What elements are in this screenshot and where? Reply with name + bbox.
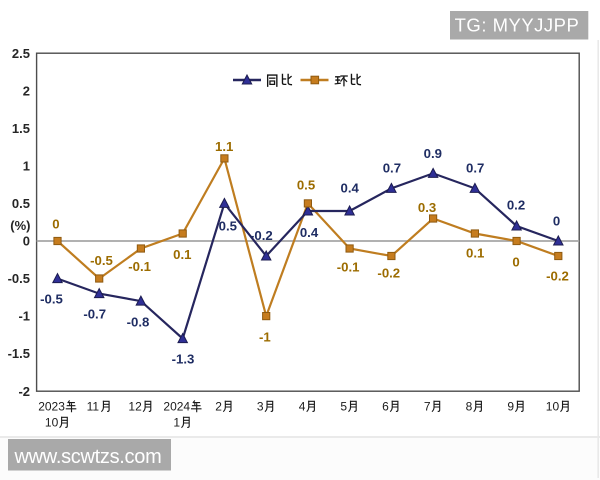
- svg-text:-0.2: -0.2: [250, 228, 273, 243]
- svg-text:3: 3: [257, 400, 264, 414]
- svg-text:1: 1: [23, 159, 30, 174]
- svg-text:10: 10: [45, 416, 59, 430]
- svg-text:5: 5: [340, 400, 347, 414]
- svg-text:-0.1: -0.1: [337, 260, 360, 275]
- svg-text:2024: 2024: [163, 400, 190, 414]
- svg-text:-0.5: -0.5: [40, 292, 63, 307]
- svg-text:-0.2: -0.2: [546, 269, 569, 284]
- svg-text:0.7: 0.7: [466, 161, 484, 176]
- svg-text:0.4: 0.4: [300, 225, 319, 240]
- svg-text:9: 9: [507, 400, 514, 414]
- svg-text:1.5: 1.5: [12, 121, 30, 136]
- svg-text:7: 7: [424, 400, 431, 414]
- svg-text:0.5: 0.5: [297, 177, 315, 192]
- svg-text:8: 8: [466, 400, 473, 414]
- svg-text:-1.3: -1.3: [172, 352, 195, 367]
- svg-text:11: 11: [87, 400, 100, 414]
- svg-text:-0.8: -0.8: [127, 315, 150, 330]
- svg-text:2: 2: [23, 83, 30, 98]
- svg-text:-0.7: -0.7: [83, 307, 106, 322]
- svg-text:-1: -1: [259, 330, 271, 345]
- svg-text:10: 10: [546, 400, 560, 414]
- svg-text:-1.5: -1.5: [8, 346, 30, 361]
- svg-text:0: 0: [553, 214, 560, 229]
- svg-text:1: 1: [173, 416, 180, 430]
- svg-text:0.5: 0.5: [12, 196, 30, 211]
- svg-text:0.3: 0.3: [418, 200, 436, 215]
- svg-text:www.scwtzs.com: www.scwtzs.com: [14, 446, 162, 468]
- svg-text:4: 4: [299, 400, 306, 414]
- svg-text:-0.2: -0.2: [377, 266, 400, 281]
- svg-text:0.5: 0.5: [219, 219, 237, 234]
- svg-text:-1: -1: [18, 309, 30, 324]
- svg-text:6: 6: [382, 400, 389, 414]
- svg-text:1.1: 1.1: [215, 139, 233, 154]
- svg-text:12: 12: [128, 400, 142, 414]
- svg-text:0.1: 0.1: [173, 247, 191, 262]
- svg-text:0.7: 0.7: [383, 161, 401, 176]
- svg-text:2.5: 2.5: [12, 46, 30, 61]
- svg-text:0.9: 0.9: [424, 146, 442, 161]
- svg-text:0: 0: [512, 255, 519, 270]
- svg-text:0.4: 0.4: [341, 181, 360, 196]
- svg-text:2023: 2023: [38, 400, 65, 414]
- svg-text:0.1: 0.1: [466, 246, 484, 261]
- svg-text:2: 2: [215, 400, 222, 414]
- svg-text:0: 0: [23, 234, 30, 249]
- svg-text:-0.5: -0.5: [90, 253, 113, 268]
- svg-text:0: 0: [52, 216, 59, 231]
- svg-text:-0.1: -0.1: [128, 259, 151, 274]
- svg-text:(%): (%): [10, 218, 30, 233]
- svg-text:-2: -2: [18, 384, 30, 399]
- svg-text:0.2: 0.2: [507, 198, 525, 213]
- svg-text:-0.5: -0.5: [8, 271, 30, 286]
- svg-text:TG: MYYJJPP: TG: MYYJJPP: [455, 15, 580, 36]
